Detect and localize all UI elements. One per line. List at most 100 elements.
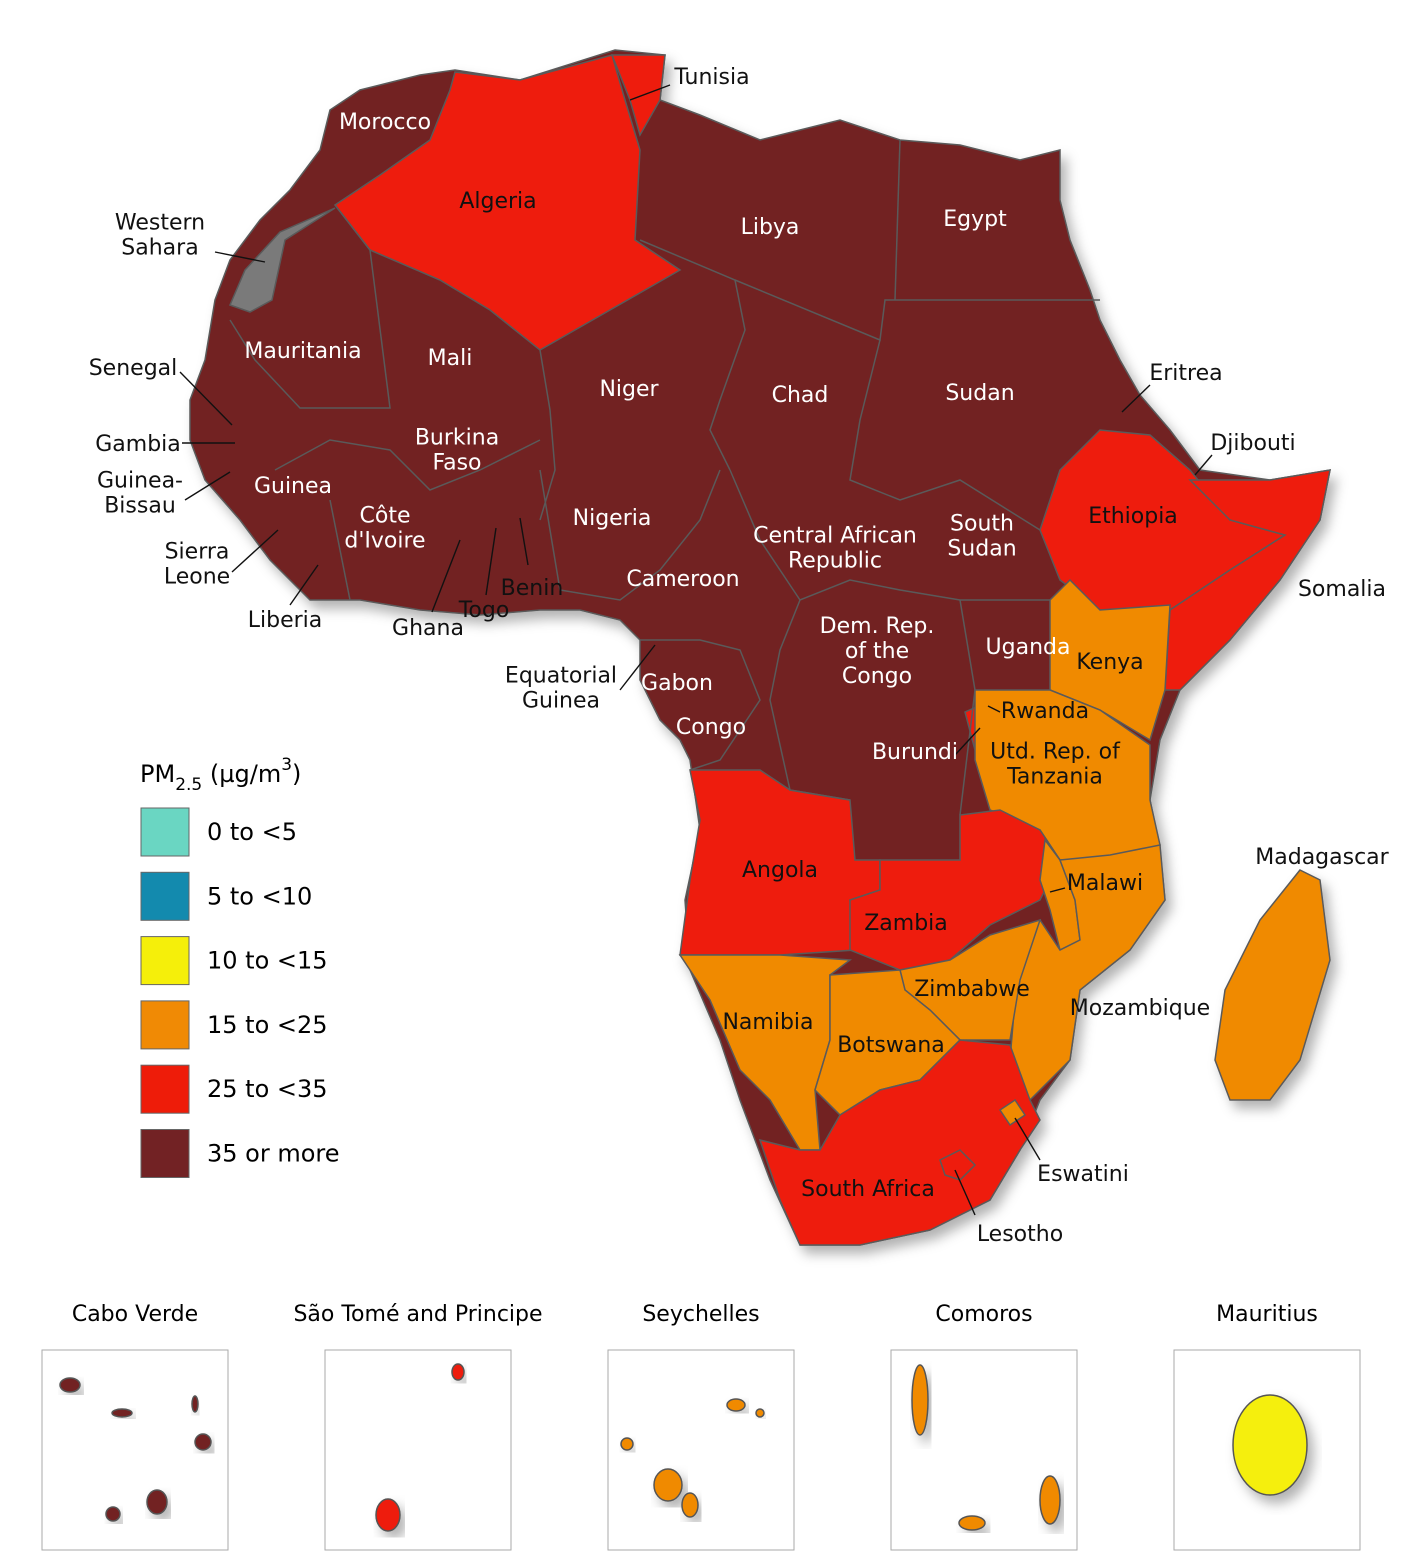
country [849, 809, 1061, 971]
country-label: Mauritania [244, 339, 361, 364]
border [329, 499, 351, 601]
country-label-line: Lesotho [977, 1222, 1063, 1247]
country-label-line: Benin [501, 576, 564, 601]
country-label: Dem. Rep. of the Congo [820, 614, 935, 689]
inset-frame [607, 1349, 795, 1551]
country-label: Tunisia [673, 65, 749, 90]
country [1214, 869, 1331, 1101]
country-label-line: Congo [676, 715, 746, 740]
country-label-line: Malawi [1067, 871, 1143, 896]
country-label-line: of the [845, 639, 909, 664]
leader-line [214, 251, 266, 263]
legend-label: 5 to <10 [207, 882, 312, 910]
country-label-line: Burundi [872, 740, 958, 765]
island [653, 1468, 683, 1502]
country-label-line: Gabon [641, 671, 713, 696]
legend-title-part: (µg/m [202, 760, 281, 788]
country-label: Sierra Leone [164, 540, 230, 590]
country-label: Guinea-Bissau [97, 469, 183, 519]
country-label: Chad [772, 383, 829, 408]
legend-swatch [140, 1129, 190, 1178]
border [639, 239, 746, 471]
leader-line [987, 705, 1001, 713]
land [189, 49, 1331, 1246]
country-label-line: Sahara [121, 236, 198, 261]
inset-title: São Tomé and Principe [293, 1302, 542, 1327]
country [1164, 469, 1331, 691]
country-label-line: Libya [741, 215, 800, 240]
legend-swatch [140, 807, 190, 857]
country-label: Guinea [254, 474, 332, 499]
border [274, 439, 541, 491]
country-label: Malawi [1067, 871, 1143, 896]
country-label-line: Chad [772, 383, 829, 408]
island [620, 1437, 634, 1451]
country-label: Mali [428, 346, 473, 371]
country-label-line: Sierra [165, 540, 230, 565]
country-label: Angola [742, 858, 818, 883]
country-label: Botswana [837, 1033, 945, 1058]
country-label-line: Senegal [89, 356, 178, 381]
country-label: Zimbabwe [914, 977, 1030, 1002]
legend-swatch [140, 1000, 190, 1050]
island [191, 1395, 199, 1413]
country [758, 1039, 1041, 1246]
legend-label: 15 to <25 [207, 1011, 328, 1039]
country-label: Gambia [95, 432, 181, 457]
leader-line [954, 727, 981, 756]
country-label: Niger [599, 377, 659, 402]
country-label: Burkina Faso [415, 426, 499, 476]
country-label: Namibia [722, 1010, 813, 1035]
country-label-line: Eritrea [1149, 361, 1222, 386]
legend-swatch [140, 871, 190, 921]
country-label: Utd. Rep. of Tanzania [990, 740, 1121, 790]
country-label-line: Tanzania [1006, 765, 1103, 790]
country-label-line: Gambia [95, 432, 181, 457]
leader-line [1014, 1117, 1041, 1161]
country-label-line: Kenya [1076, 650, 1143, 675]
island [194, 1433, 212, 1451]
country-label-line: Ghana [392, 616, 464, 641]
country-label-line: Congo [842, 664, 912, 689]
island [726, 1398, 746, 1412]
country-label: Eswatini [1037, 1162, 1129, 1187]
island [755, 1408, 765, 1418]
country-label-line: Namibia [722, 1010, 813, 1035]
country-label: Burundi [872, 740, 958, 765]
country-label: Lesotho [977, 1222, 1063, 1247]
legend-label: 35 or more [207, 1140, 340, 1168]
island [1232, 1394, 1308, 1496]
border [539, 469, 721, 601]
country-label-line: South Africa [801, 1177, 935, 1202]
leader-line [1049, 887, 1066, 893]
country-label-line: Togo [458, 598, 510, 623]
country-label: Libya [741, 215, 800, 240]
country-label-line: Botswana [837, 1033, 945, 1058]
country-label-line: Western [115, 211, 205, 236]
country-label: Mozambique [1070, 996, 1210, 1021]
country-label: Somalia [1298, 577, 1386, 602]
country-label-line: Liberia [248, 608, 323, 633]
country-label-line: Zimbabwe [914, 977, 1030, 1002]
country-label: Liberia [248, 608, 323, 633]
country-label-line: Côte [360, 504, 411, 529]
leader-line [179, 371, 233, 426]
country-label: Ethiopia [1088, 504, 1178, 529]
leader-line [431, 539, 461, 613]
island [146, 1489, 168, 1515]
leader-line [289, 564, 319, 606]
country-label: Ghana [392, 616, 464, 641]
island [451, 1363, 465, 1381]
country-label-line: Mauritania [244, 339, 361, 364]
country-label-line: Guinea [522, 689, 600, 714]
country-label-line: Mali [428, 346, 473, 371]
country-label: Egypt [943, 207, 1007, 232]
inset-title: Mauritius [1216, 1302, 1318, 1327]
border [640, 639, 761, 771]
country-label: Senegal [89, 356, 178, 381]
leader-line [619, 644, 656, 691]
country-label-line: Djibouti [1210, 431, 1295, 456]
country-label-line: Mozambique [1070, 996, 1210, 1021]
country-label-line: Bissau [104, 494, 176, 519]
